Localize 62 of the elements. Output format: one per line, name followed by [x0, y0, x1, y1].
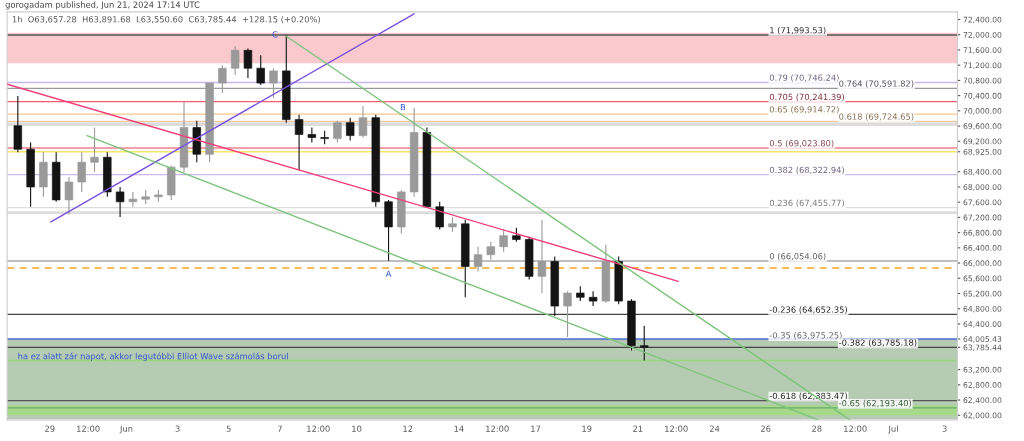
x-tick-label: 21	[633, 425, 643, 432]
candlestick	[243, 47, 253, 79]
candlestick	[588, 290, 598, 307]
x-tick-label: 29	[45, 425, 55, 432]
x-tick-label: 28	[812, 425, 822, 432]
candlestick	[77, 151, 86, 193]
candlestick	[90, 127, 99, 173]
x-tick-label: 19	[582, 425, 592, 432]
annotation: B	[400, 104, 406, 111]
candlestick	[64, 176, 74, 216]
ref-line-label: 0.236 (67,455.77)	[769, 199, 844, 208]
chart-subtitle: 1h O63,657.28 H63,891.68 L63,550.60 C63,785.44 +128.15 (+0.20%)	[12, 15, 320, 24]
x-tick-label: 3	[942, 425, 947, 432]
candlestick	[346, 117, 355, 142]
ref-line-label: -0.382 (63,785.18)	[839, 339, 917, 347]
ref-line-label: -0.65 (62,193.40)	[839, 399, 912, 408]
x-tick-label: 12:00	[844, 425, 867, 432]
x-tick-label: 12:00	[77, 425, 100, 432]
x-tick-label: Jul	[888, 425, 898, 434]
ref-line-label: -0.35 (63,975.25)	[769, 332, 842, 340]
candlestick	[256, 54, 265, 86]
candlestick	[230, 45, 240, 76]
ref-line-label: 0.705 (70,241.39)	[769, 93, 844, 102]
chart-title: gorogadam published, Jun 21, 2024 17:14 UTC	[5, 1, 200, 10]
ref-line-label: 1 (71,993.53)	[770, 26, 826, 35]
x-tick-label: 3	[175, 425, 180, 432]
annotation: ha ez alatt zár napot, akkor legutóbbi Elliot Wave számolás borul	[18, 352, 288, 361]
x-tick-label: 24	[709, 425, 720, 432]
ref-line-label: 0.79 (70,746.24)	[769, 74, 839, 82]
x-tick-label: 12:00	[486, 425, 509, 432]
candlestick	[333, 120, 342, 143]
x-tick-label: Jun	[119, 425, 133, 434]
candlestick	[128, 191, 138, 208]
candlestick	[640, 325, 649, 362]
candlestick	[358, 105, 368, 139]
candlestick	[294, 114, 304, 171]
x-tick-label: 7	[277, 425, 282, 432]
annotation: C	[272, 31, 278, 38]
ref-line-label: 0.764 (70,591.82)	[839, 80, 914, 88]
candlestick	[563, 290, 572, 338]
candlestick	[13, 95, 23, 153]
candlestick	[435, 201, 444, 231]
x-tick-label: 12	[403, 425, 413, 432]
candlestick	[473, 246, 483, 272]
candlestick	[537, 219, 547, 294]
ref-line-label: -0.236 (64,652.35)	[769, 306, 847, 314]
ref-line-label: 0.382 (68,322.94)	[769, 166, 844, 175]
x-tick-label: 5	[226, 425, 231, 432]
x-tick-label: 10	[352, 425, 362, 432]
ref-line-label: 0.618 (69,724.65)	[839, 113, 914, 121]
ref-line-label: 0 (66,054.06)	[769, 252, 826, 261]
ref-line-label: 0.5 (69,023.80)	[769, 139, 834, 148]
x-tick-label: 26	[760, 425, 771, 432]
annotation: A	[385, 270, 392, 277]
x-tick-label: 12:00	[307, 425, 330, 432]
candlestick	[115, 186, 125, 218]
x-tick-label: 14	[454, 425, 464, 432]
candlestick	[307, 127, 317, 143]
x-tick-label: 17	[531, 425, 541, 432]
ref-line-label: 0.65 (69,914.72)	[769, 106, 839, 114]
candlestick	[499, 229, 508, 253]
x-tick-label: 12:00	[665, 425, 688, 432]
